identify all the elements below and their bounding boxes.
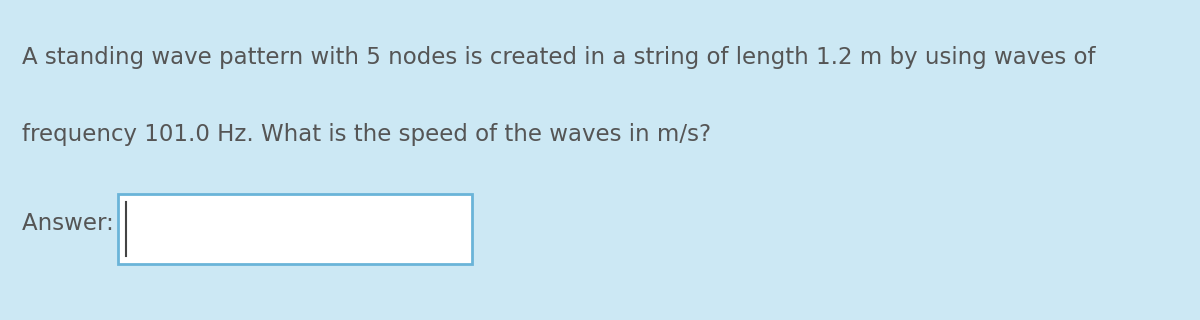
Text: Answer:: Answer: xyxy=(22,212,120,236)
Text: frequency 101.0 Hz. What is the speed of the waves in m/s?: frequency 101.0 Hz. What is the speed of… xyxy=(22,123,710,146)
Text: A standing wave pattern with 5 nodes is created in a string of length 1.2 m by u: A standing wave pattern with 5 nodes is … xyxy=(22,46,1096,69)
FancyBboxPatch shape xyxy=(118,194,472,264)
